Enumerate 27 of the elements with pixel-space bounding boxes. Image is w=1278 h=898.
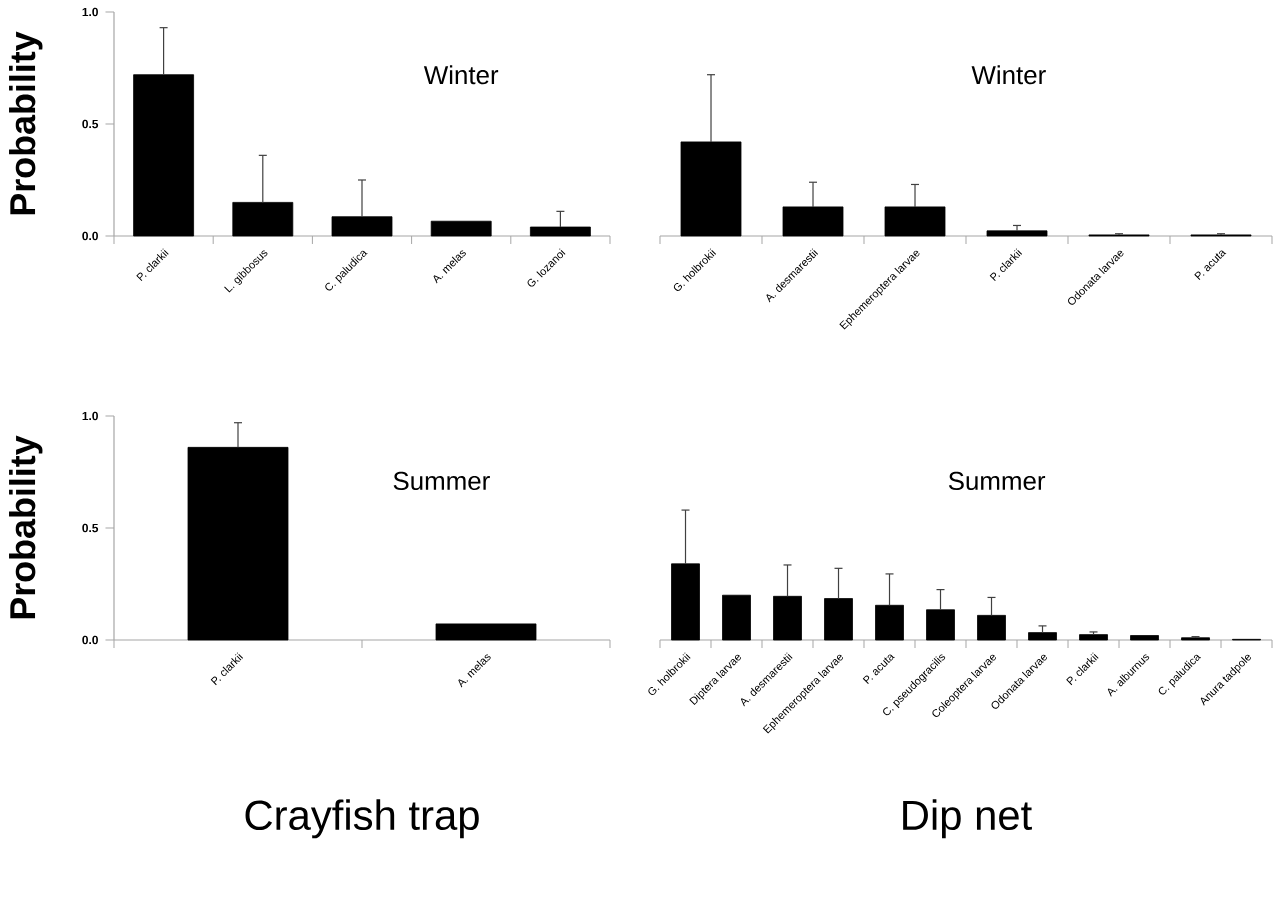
y-axis-title: Probability (9, 31, 43, 215)
bar (824, 598, 853, 641)
bar (671, 563, 700, 641)
bar (133, 74, 194, 237)
bar (232, 201, 294, 237)
bar (884, 206, 946, 237)
bar (773, 595, 802, 641)
bar (986, 230, 1048, 237)
text: Summer (393, 471, 490, 491)
x-axis-title: Crayfish trap (245, 799, 479, 839)
bar (1079, 634, 1108, 641)
bar (680, 141, 742, 237)
bar (926, 609, 955, 641)
bar (977, 614, 1006, 641)
bar (782, 206, 844, 237)
bar (530, 226, 591, 237)
bar (1130, 635, 1159, 641)
bar (875, 604, 904, 641)
bar (430, 220, 492, 237)
x-axis-title: Dip net (903, 799, 1032, 839)
text: Summer (948, 471, 1046, 491)
text: Winter (971, 65, 1046, 85)
bar (331, 216, 393, 237)
text: Winter (423, 65, 499, 85)
y-axis-title: Probability (9, 435, 43, 619)
bar (722, 594, 751, 641)
bar (1028, 632, 1057, 641)
